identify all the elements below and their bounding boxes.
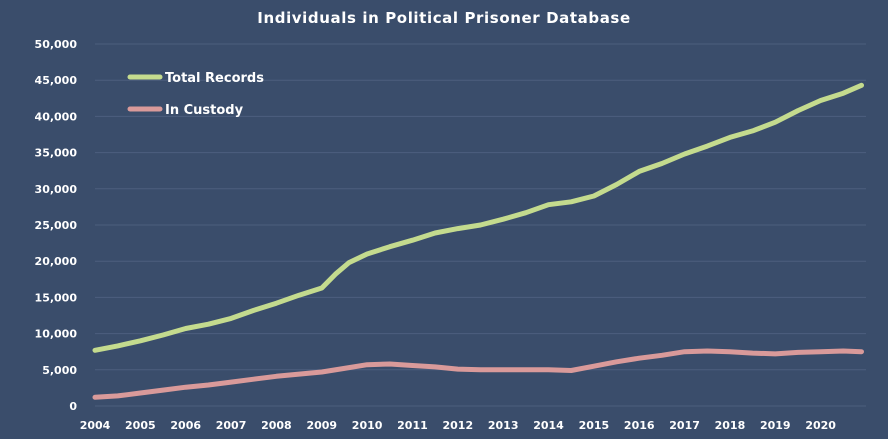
legend: Total Records In Custody (127, 71, 264, 118)
x-tick-label: 2019 (760, 419, 791, 432)
x-tick-label: 2014 (533, 419, 564, 432)
x-tick-label: 2006 (170, 419, 201, 432)
y-tick-label: 15,000 (35, 291, 78, 304)
series-line-total-records (92, 82, 864, 353)
y-tick-label: 0 (69, 400, 77, 413)
x-tick-label: 2004 (80, 419, 111, 432)
series-lines (92, 82, 864, 400)
y-tick-label: 5,000 (42, 364, 77, 377)
y-tick-label: 25,000 (35, 219, 78, 232)
series-line-in-custody (92, 348, 864, 400)
y-axis-ticks: 0 5,000 10,000 15,000 20,000 25,000 30,000 35,0… (35, 38, 78, 413)
x-tick-label: 2016 (624, 419, 655, 432)
x-tick-label: 2015 (579, 419, 610, 432)
legend-label-in-custody: In Custody (165, 103, 244, 118)
y-tick-label: 30,000 (35, 183, 78, 196)
x-tick-label: 2017 (669, 419, 700, 432)
x-tick-label: 2018 (715, 419, 746, 432)
y-tick-label: 20,000 (35, 255, 78, 268)
y-tick-label: 50,000 (35, 38, 78, 51)
y-tick-label: 10,000 (35, 328, 78, 341)
x-tick-label: 2010 (352, 419, 383, 432)
x-tick-label: 2020 (805, 419, 836, 432)
x-tick-label: 2013 (488, 419, 519, 432)
x-tick-label: 2007 (216, 419, 247, 432)
x-tick-label: 2008 (261, 419, 292, 432)
x-tick-label: 2012 (443, 419, 474, 432)
y-tick-label: 40,000 (35, 110, 78, 123)
y-tick-label: 45,000 (35, 74, 78, 87)
legend-label-total-records: Total Records (165, 71, 264, 86)
x-axis-ticks: 2004 2005 2006 2007 2008 2009 2010 2011 2012 2013… (80, 419, 837, 432)
x-tick-label: 2011 (397, 419, 428, 432)
x-tick-label: 2009 (306, 419, 337, 432)
chart-title: Individuals in Political Prisoner Databa… (257, 9, 630, 27)
x-tick-label: 2005 (125, 419, 156, 432)
y-tick-label: 35,000 (35, 147, 78, 160)
